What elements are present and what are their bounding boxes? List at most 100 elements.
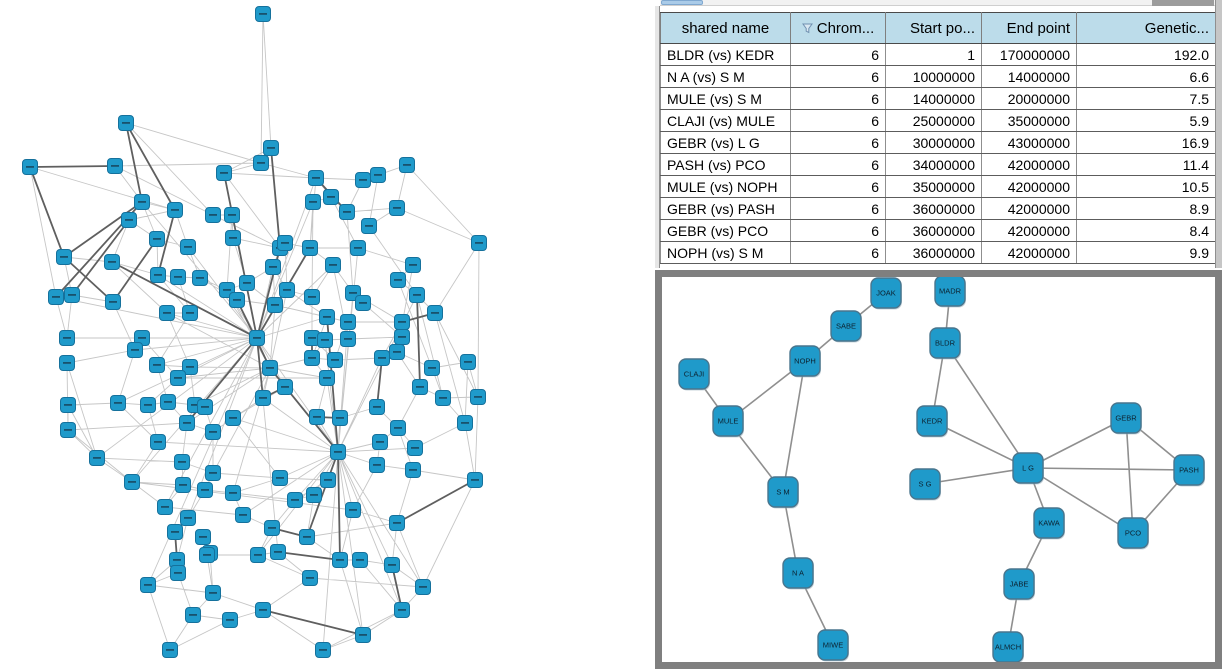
cell-value[interactable]: 6: [790, 65, 886, 88]
cell-shared-name[interactable]: NOPH (vs) S M: [660, 241, 791, 264]
cell-value[interactable]: 6: [790, 175, 886, 198]
column-header-2[interactable]: Chrom...: [790, 12, 886, 44]
hscrollbar-right-segment[interactable]: [1152, 0, 1214, 6]
filter-funnel-icon[interactable]: [801, 23, 813, 34]
cell-shared-name[interactable]: BLDR (vs) KEDR: [660, 43, 791, 66]
network-node-sabe[interactable]: [830, 310, 862, 342]
network-node-s-g[interactable]: [909, 468, 941, 500]
cell-value[interactable]: 36000000: [885, 197, 982, 220]
cell-value[interactable]: 5.9: [1076, 109, 1216, 132]
cell-shared-name[interactable]: CLAJI (vs) MULE: [660, 109, 791, 132]
cell-shared-name[interactable]: N A (vs) S M: [660, 65, 791, 88]
node-label-glyph: [243, 282, 251, 284]
network-node-claji[interactable]: [678, 358, 710, 390]
overview-network-canvas[interactable]: [0, 0, 655, 669]
cell-value[interactable]: 16.9: [1076, 131, 1216, 154]
cell-value[interactable]: 14000000: [885, 87, 982, 110]
table-vertical-scrollbar[interactable]: [1215, 0, 1222, 268]
network-overview-panel[interactable]: [0, 0, 655, 669]
table-row[interactable]: GEBR (vs) PASH 6 36000000 42000000 8.9: [660, 197, 1216, 220]
node-label-glyph: [403, 164, 411, 166]
cell-value[interactable]: 20000000: [981, 87, 1077, 110]
cell-value[interactable]: 42000000: [981, 197, 1077, 220]
cell-value[interactable]: 10000000: [885, 65, 982, 88]
network-node-s-m[interactable]: [767, 476, 799, 508]
cell-value[interactable]: 6: [790, 131, 886, 154]
network-node-mule[interactable]: [712, 405, 744, 437]
network-node-l-g[interactable]: [1012, 452, 1044, 484]
table-row[interactable]: GEBR (vs) PCO 6 36000000 42000000 8.4: [660, 219, 1216, 242]
cell-value[interactable]: 6: [790, 109, 886, 132]
cell-value[interactable]: 1: [885, 43, 982, 66]
table-row[interactable]: GEBR (vs) L G 6 30000000 43000000 16.9: [660, 131, 1216, 154]
cell-value[interactable]: 10.5: [1076, 175, 1216, 198]
cell-value[interactable]: 6: [790, 87, 886, 110]
network-node-joak[interactable]: [870, 277, 902, 309]
cell-shared-name[interactable]: PASH (vs) PCO: [660, 153, 791, 176]
table-row[interactable]: N A (vs) S M 6 10000000 14000000 6.6: [660, 65, 1216, 88]
table-left-scroll-strip[interactable]: [655, 6, 660, 268]
cell-value[interactable]: 34000000: [885, 153, 982, 176]
cell-value[interactable]: 42000000: [981, 153, 1077, 176]
table-row[interactable]: MULE (vs) NOPH 6 35000000 42000000 10.5: [660, 175, 1216, 198]
cell-value[interactable]: 6.6: [1076, 65, 1216, 88]
cell-shared-name[interactable]: GEBR (vs) L G: [660, 131, 791, 154]
column-header-3[interactable]: Start po...: [885, 12, 982, 44]
network-detail-panel[interactable]: JOAK MADR SABE BLDR NOPH CLAJI GEBR MULE KEDR L G…: [655, 270, 1222, 669]
cell-value[interactable]: 25000000: [885, 109, 982, 132]
network-node-pash[interactable]: [1173, 454, 1205, 486]
node-label-glyph: [411, 447, 419, 449]
node-label-glyph: [233, 299, 241, 301]
column-header-1[interactable]: shared name: [660, 12, 791, 44]
cell-value[interactable]: 6: [790, 43, 886, 66]
cell-value[interactable]: 7.5: [1076, 87, 1216, 110]
column-header-4[interactable]: End point: [981, 12, 1077, 44]
table-row[interactable]: NOPH (vs) S M 6 36000000 42000000 9.9: [660, 241, 1216, 264]
cell-value[interactable]: 42000000: [981, 219, 1077, 242]
network-node-bldr[interactable]: [929, 327, 961, 359]
network-node-gebr[interactable]: [1110, 402, 1142, 434]
cell-value[interactable]: 30000000: [885, 131, 982, 154]
node-label-glyph: [474, 396, 482, 398]
table-horizontal-scrollbar[interactable]: [660, 0, 1222, 6]
network-node-n-a[interactable]: [782, 557, 814, 589]
network-node-pco[interactable]: [1117, 517, 1149, 549]
cell-value[interactable]: 8.4: [1076, 219, 1216, 242]
cell-value[interactable]: 36000000: [885, 241, 982, 264]
cell-value[interactable]: 192.0: [1076, 43, 1216, 66]
cell-value[interactable]: 170000000: [981, 43, 1077, 66]
cell-value[interactable]: 8.9: [1076, 197, 1216, 220]
cell-value[interactable]: 42000000: [981, 175, 1077, 198]
table-row[interactable]: CLAJI (vs) MULE 6 25000000 35000000 5.9: [660, 109, 1216, 132]
cell-value[interactable]: 36000000: [885, 219, 982, 242]
table-row[interactable]: MULE (vs) S M 6 14000000 20000000 7.5: [660, 87, 1216, 110]
cell-shared-name[interactable]: GEBR (vs) PCO: [660, 219, 791, 242]
cell-value[interactable]: 6: [790, 153, 886, 176]
cell-value[interactable]: 42000000: [981, 241, 1077, 264]
cell-value[interactable]: 6: [790, 219, 886, 242]
table-row[interactable]: BLDR (vs) KEDR 6 1 170000000 192.0: [660, 43, 1216, 66]
column-header-5[interactable]: Genetic...: [1076, 12, 1216, 44]
cell-value[interactable]: 35000000: [981, 109, 1077, 132]
network-node-miwe[interactable]: [817, 629, 849, 661]
cell-shared-name[interactable]: MULE (vs) S M: [660, 87, 791, 110]
network-node-madr[interactable]: [934, 277, 966, 307]
detail-network-canvas[interactable]: JOAK MADR SABE BLDR NOPH CLAJI GEBR MULE KEDR L G…: [662, 277, 1215, 662]
network-node-kedr[interactable]: [916, 405, 948, 437]
network-node-almch[interactable]: [992, 631, 1024, 662]
network-node-noph[interactable]: [789, 345, 821, 377]
cell-value[interactable]: 14000000: [981, 65, 1077, 88]
table-row[interactable]: PASH (vs) PCO 6 34000000 42000000 11.4: [660, 153, 1216, 176]
network-node-kawa[interactable]: [1033, 507, 1065, 539]
cell-value[interactable]: 9.9: [1076, 241, 1216, 264]
node-label-glyph: [334, 451, 342, 453]
cell-value[interactable]: 35000000: [885, 175, 982, 198]
cell-value[interactable]: 11.4: [1076, 153, 1216, 176]
cell-shared-name[interactable]: MULE (vs) NOPH: [660, 175, 791, 198]
cell-shared-name[interactable]: GEBR (vs) PASH: [660, 197, 791, 220]
network-node-jabe[interactable]: [1003, 568, 1035, 600]
cell-value[interactable]: 6: [790, 197, 886, 220]
cell-value[interactable]: 43000000: [981, 131, 1077, 154]
cell-value[interactable]: 6: [790, 241, 886, 264]
hscrollbar-thumb[interactable]: [661, 0, 703, 5]
